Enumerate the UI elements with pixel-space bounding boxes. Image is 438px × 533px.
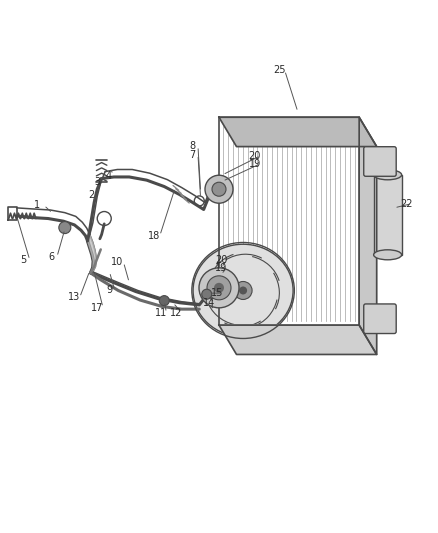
Text: 2: 2 bbox=[88, 190, 94, 199]
Text: 22: 22 bbox=[400, 199, 413, 208]
Ellipse shape bbox=[374, 170, 402, 180]
Circle shape bbox=[234, 281, 252, 300]
Text: 1: 1 bbox=[34, 200, 40, 210]
Circle shape bbox=[205, 175, 233, 203]
Text: 3: 3 bbox=[94, 177, 100, 187]
Ellipse shape bbox=[193, 244, 293, 337]
FancyBboxPatch shape bbox=[364, 304, 396, 334]
Text: 20: 20 bbox=[249, 151, 261, 160]
Polygon shape bbox=[88, 235, 96, 273]
Circle shape bbox=[202, 289, 212, 299]
Text: 25: 25 bbox=[273, 66, 286, 75]
Ellipse shape bbox=[374, 250, 402, 260]
Bar bbox=[374, 175, 402, 255]
Circle shape bbox=[159, 296, 169, 305]
Circle shape bbox=[199, 268, 239, 308]
Text: 11: 11 bbox=[155, 308, 167, 318]
Text: 8: 8 bbox=[190, 141, 196, 151]
Circle shape bbox=[214, 283, 224, 293]
Text: 19: 19 bbox=[249, 159, 261, 168]
Text: 7: 7 bbox=[190, 150, 196, 159]
Text: 6: 6 bbox=[49, 252, 55, 262]
Circle shape bbox=[59, 222, 71, 233]
Polygon shape bbox=[219, 325, 377, 354]
Polygon shape bbox=[219, 117, 377, 147]
Text: 5: 5 bbox=[20, 255, 26, 265]
Text: 18: 18 bbox=[148, 231, 160, 240]
Text: 13: 13 bbox=[68, 293, 81, 302]
Text: 9: 9 bbox=[106, 286, 113, 295]
Circle shape bbox=[239, 286, 247, 295]
Text: 14: 14 bbox=[203, 298, 215, 308]
Text: 19: 19 bbox=[215, 263, 227, 272]
Text: 4: 4 bbox=[106, 171, 112, 181]
Text: 17: 17 bbox=[91, 303, 103, 312]
Text: 20: 20 bbox=[215, 255, 227, 265]
Bar bbox=[219, 117, 359, 325]
Text: 15: 15 bbox=[211, 288, 223, 298]
Circle shape bbox=[207, 276, 231, 300]
Circle shape bbox=[212, 182, 226, 196]
Text: 10: 10 bbox=[111, 257, 124, 267]
FancyBboxPatch shape bbox=[364, 147, 396, 176]
Polygon shape bbox=[359, 117, 377, 354]
Text: 12: 12 bbox=[170, 308, 182, 318]
